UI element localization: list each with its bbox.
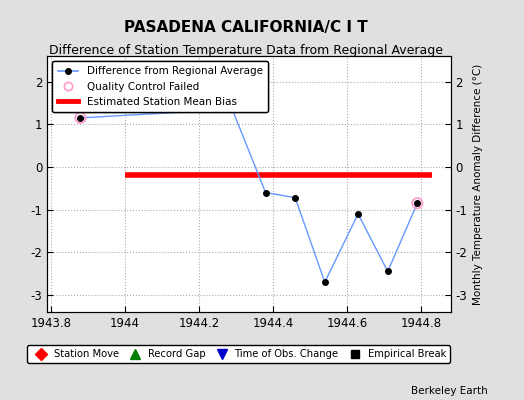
Point bbox=[77, 115, 85, 121]
Legend: Difference from Regional Average, Quality Control Failed, Estimated Station Mean: Difference from Regional Average, Qualit… bbox=[52, 61, 268, 112]
Text: Difference of Station Temperature Data from Regional Average: Difference of Station Temperature Data f… bbox=[49, 44, 443, 57]
Legend: Station Move, Record Gap, Time of Obs. Change, Empirical Break: Station Move, Record Gap, Time of Obs. C… bbox=[27, 345, 450, 363]
Text: PASADENA CALIFORNIA/C I T: PASADENA CALIFORNIA/C I T bbox=[124, 20, 368, 35]
Point bbox=[413, 200, 421, 206]
Y-axis label: Monthly Temperature Anomaly Difference (°C): Monthly Temperature Anomaly Difference (… bbox=[473, 63, 483, 305]
Text: Berkeley Earth: Berkeley Earth bbox=[411, 386, 487, 396]
